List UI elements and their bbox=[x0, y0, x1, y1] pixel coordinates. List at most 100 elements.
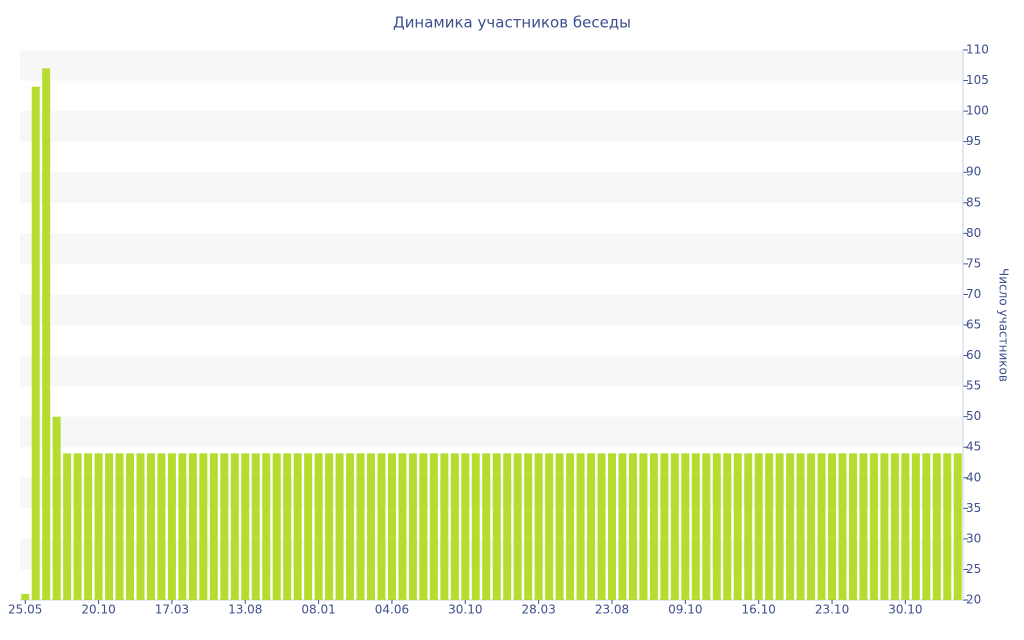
bar bbox=[712, 453, 721, 600]
x-tick-label: 08.01 bbox=[301, 603, 335, 617]
bar bbox=[178, 453, 187, 600]
bar bbox=[880, 453, 889, 600]
bar bbox=[346, 453, 355, 600]
bar bbox=[408, 453, 417, 600]
bar bbox=[52, 416, 61, 600]
y-tick-label: 95 bbox=[966, 134, 981, 148]
bar bbox=[251, 453, 260, 600]
y-tick-label: 105 bbox=[966, 73, 989, 87]
bar bbox=[859, 453, 868, 600]
y-tick-label: 100 bbox=[966, 104, 989, 118]
y-tick-label: 50 bbox=[966, 409, 981, 423]
bar bbox=[503, 453, 512, 600]
bar bbox=[670, 453, 679, 600]
y-tick-label: 85 bbox=[966, 195, 981, 209]
bar bbox=[63, 453, 72, 600]
grid-band bbox=[20, 294, 963, 325]
bar bbox=[440, 453, 449, 600]
x-tick-label: 23.10 bbox=[815, 603, 849, 617]
bar bbox=[817, 453, 826, 600]
bar bbox=[419, 453, 428, 600]
bar bbox=[199, 453, 208, 600]
bar bbox=[429, 453, 438, 600]
bar bbox=[84, 453, 93, 600]
bar bbox=[220, 453, 229, 600]
bar bbox=[115, 453, 124, 600]
bar bbox=[73, 453, 82, 600]
bar bbox=[587, 453, 596, 600]
bar bbox=[241, 453, 250, 600]
bar bbox=[105, 453, 114, 600]
x-tick-label: 04.06 bbox=[375, 603, 409, 617]
y-tick-label: 90 bbox=[966, 165, 981, 179]
x-tick-label: 28.03 bbox=[521, 603, 555, 617]
y-tick-label: 70 bbox=[966, 287, 981, 301]
grid-band bbox=[20, 111, 963, 142]
bar bbox=[943, 453, 952, 600]
bar bbox=[848, 453, 857, 600]
bar bbox=[765, 453, 774, 600]
bar bbox=[335, 453, 344, 600]
bar bbox=[209, 453, 218, 600]
bar bbox=[146, 453, 155, 600]
bar bbox=[157, 453, 166, 600]
bar bbox=[513, 453, 522, 600]
bar bbox=[262, 453, 271, 600]
x-tick-label: 30.10 bbox=[448, 603, 482, 617]
bar bbox=[42, 68, 51, 601]
bar bbox=[901, 453, 910, 600]
bar bbox=[807, 453, 816, 600]
bar bbox=[314, 453, 323, 600]
x-tick-label: 13.08 bbox=[228, 603, 262, 617]
bar bbox=[325, 453, 334, 600]
bar bbox=[387, 453, 396, 600]
bar bbox=[681, 453, 690, 600]
bar bbox=[828, 453, 837, 600]
bar bbox=[890, 453, 899, 600]
grid-band bbox=[20, 477, 963, 509]
bar bbox=[607, 453, 616, 600]
bar bbox=[796, 453, 805, 600]
y-tick-label: 20 bbox=[966, 593, 981, 607]
bar bbox=[167, 453, 176, 600]
bar bbox=[649, 453, 658, 600]
bar bbox=[754, 453, 763, 600]
grid-band bbox=[20, 50, 963, 81]
grid-band bbox=[20, 172, 963, 203]
bar bbox=[838, 453, 847, 600]
bar bbox=[21, 593, 30, 600]
bar bbox=[356, 453, 365, 600]
x-tick-label: 16.10 bbox=[742, 603, 776, 617]
bar bbox=[377, 453, 386, 600]
bar bbox=[911, 453, 920, 600]
bar bbox=[660, 453, 669, 600]
x-tick-label: 09.10 bbox=[668, 603, 702, 617]
bar bbox=[775, 453, 784, 600]
bar bbox=[283, 453, 292, 600]
y-tick-label: 35 bbox=[966, 501, 981, 515]
x-tick-label: 23.08 bbox=[595, 603, 629, 617]
y-tick-label: 110 bbox=[966, 43, 989, 57]
bar bbox=[576, 453, 585, 600]
bar bbox=[188, 453, 197, 600]
bar bbox=[31, 86, 40, 600]
bar bbox=[230, 453, 239, 600]
x-tick-label: 17.03 bbox=[155, 603, 189, 617]
bar bbox=[367, 453, 376, 600]
bar bbox=[471, 453, 480, 600]
bar bbox=[482, 453, 491, 600]
bar bbox=[136, 453, 145, 600]
chart-title: Динамика участников беседы bbox=[393, 14, 631, 32]
bar bbox=[869, 453, 878, 600]
bar bbox=[691, 453, 700, 600]
bar bbox=[304, 453, 313, 600]
y-tick-label: 45 bbox=[966, 440, 981, 454]
grid-band bbox=[20, 416, 963, 448]
bar bbox=[723, 453, 732, 600]
y-tick-label: 40 bbox=[966, 470, 981, 484]
grid-band bbox=[20, 538, 963, 570]
bar bbox=[618, 453, 627, 600]
bar bbox=[733, 453, 742, 600]
bar bbox=[293, 453, 302, 600]
